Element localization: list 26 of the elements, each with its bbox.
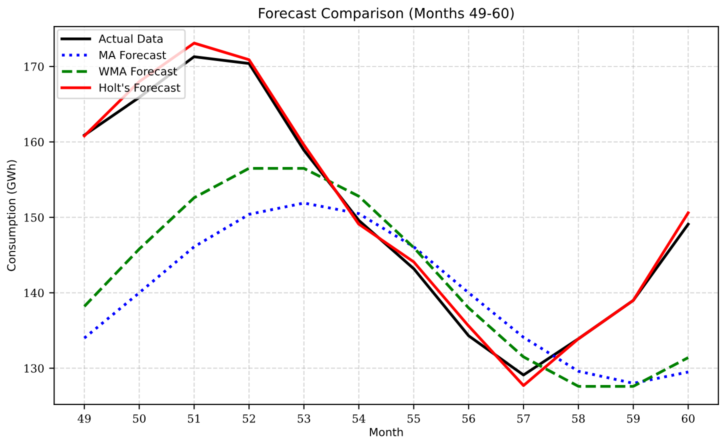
- x-tick-label: 52: [242, 414, 256, 423]
- y-tick-label: 140: [24, 288, 44, 298]
- x-tick-label: 60: [682, 414, 695, 423]
- y-axis-title: Consumption (GWh): [6, 160, 18, 272]
- y-tick-label: 130: [24, 364, 44, 373]
- x-tick-label: 59: [627, 414, 640, 423]
- line-series: [82, 166, 690, 388]
- x-tick-label: 53: [298, 414, 310, 423]
- x-axis-title: Month: [370, 428, 403, 436]
- x-tick-label: 50: [133, 414, 146, 423]
- legend-label: Actual Data: [98, 34, 162, 43]
- legend-label: WMA Forecast: [98, 67, 178, 76]
- x-tick-label: 56: [462, 414, 475, 423]
- y-tick-label: 160: [24, 138, 44, 146]
- y-tick-label: 150: [24, 213, 44, 222]
- chart-title: Forecast Comparison (Months 49-60): [259, 8, 514, 22]
- y-tick-label: 170: [24, 62, 44, 71]
- x-tick-label: 57: [517, 414, 530, 423]
- legend-label: MA Forecast: [100, 50, 166, 60]
- x-tick-label: 49: [78, 414, 91, 423]
- x-tick-label: 55: [408, 414, 420, 423]
- line-series: [82, 202, 690, 385]
- x-tick-label: 54: [352, 414, 366, 423]
- legend-label: Holt's Forecast: [100, 83, 180, 92]
- x-tick-label: 51: [188, 414, 200, 423]
- x-tick-label: 58: [572, 414, 585, 423]
